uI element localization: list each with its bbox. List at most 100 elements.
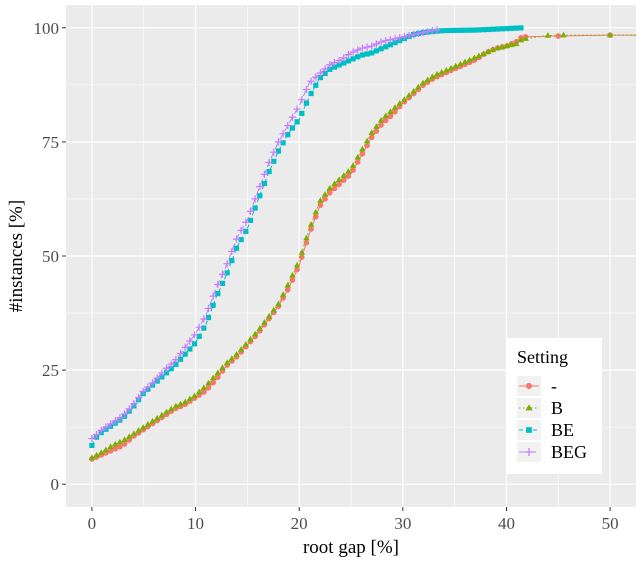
data-point [439, 28, 445, 34]
data-point [377, 38, 385, 46]
data-point [187, 346, 193, 352]
series-4 [88, 26, 441, 443]
data-point [289, 271, 296, 278]
data-point [195, 323, 203, 331]
data-point [392, 40, 398, 46]
data-point [121, 441, 128, 447]
data-point [261, 319, 268, 325]
data-point [489, 46, 497, 52]
data-point [285, 132, 291, 138]
data-point [481, 27, 487, 33]
data-point [176, 349, 185, 358]
data-point [321, 190, 329, 197]
data-point [429, 73, 436, 79]
data-point [237, 226, 245, 235]
data-point [112, 446, 119, 452]
y-tick-label: 0 [51, 475, 60, 494]
data-point [214, 369, 222, 376]
data-point [186, 395, 194, 402]
data-point [257, 193, 263, 199]
data-point [163, 408, 170, 415]
legend-label: - [551, 376, 557, 396]
data-point [387, 113, 394, 120]
data-point [335, 176, 343, 182]
data-point [414, 29, 422, 38]
data-point [242, 341, 250, 347]
data-point [242, 218, 250, 226]
data-point [525, 404, 533, 411]
data-point [223, 359, 231, 365]
data-point [219, 364, 226, 371]
data-point [159, 374, 165, 380]
data-point [387, 42, 393, 48]
data-point [111, 417, 119, 425]
data-point [336, 181, 342, 188]
data-point [111, 440, 119, 447]
grid-major [66, 5, 636, 507]
data-point [336, 62, 342, 68]
data-point [526, 427, 532, 433]
data-point [391, 104, 399, 110]
data-point [233, 245, 240, 251]
y-tick-label: 25 [42, 361, 59, 380]
data-point [139, 424, 147, 430]
data-point [443, 27, 449, 34]
data-point [462, 27, 468, 33]
data-point [330, 58, 339, 67]
data-point [271, 158, 277, 164]
data-point [97, 426, 105, 434]
data-point [522, 35, 529, 41]
data-point [275, 148, 282, 154]
data-point [331, 185, 338, 192]
data-point [358, 44, 366, 52]
data-point [205, 384, 212, 391]
data-point [410, 30, 418, 39]
data-point [476, 27, 482, 33]
data-point [317, 197, 324, 203]
data-point [167, 360, 175, 368]
data-point [373, 128, 380, 134]
data-point [182, 351, 188, 357]
data-point [201, 325, 207, 331]
data-point [274, 138, 283, 146]
data-point [410, 87, 417, 94]
data-point [89, 442, 95, 448]
data-point [294, 119, 300, 125]
data-point [504, 25, 510, 32]
data-point [223, 260, 231, 268]
data-point [191, 341, 198, 347]
data-point [364, 51, 370, 57]
data-point [368, 129, 375, 135]
data-point [219, 280, 226, 286]
x-tick-label: 40 [498, 514, 515, 533]
data-point [284, 286, 291, 293]
data-point [461, 58, 469, 65]
data-point [359, 52, 365, 58]
data-point [331, 64, 338, 70]
data-point [457, 60, 464, 67]
data-point [102, 423, 110, 431]
data-point [228, 355, 236, 361]
data-point [364, 142, 370, 149]
data-point [313, 82, 319, 88]
data-point [265, 312, 273, 319]
data-point [326, 189, 333, 196]
data-point [312, 213, 319, 220]
data-point [172, 355, 180, 364]
data-point [107, 448, 114, 454]
data-point [331, 180, 338, 187]
data-point [525, 382, 533, 390]
data-point [373, 48, 379, 54]
data-point [210, 379, 216, 386]
data-point [243, 228, 249, 234]
data-point [196, 333, 202, 339]
data-point [251, 330, 259, 337]
data-point [525, 448, 533, 456]
legend-title: Setting [517, 347, 568, 367]
data-point [218, 270, 227, 278]
data-point [396, 100, 403, 106]
data-point [401, 96, 408, 102]
data-point [400, 33, 408, 41]
data-point [485, 48, 492, 54]
data-point [116, 438, 124, 445]
